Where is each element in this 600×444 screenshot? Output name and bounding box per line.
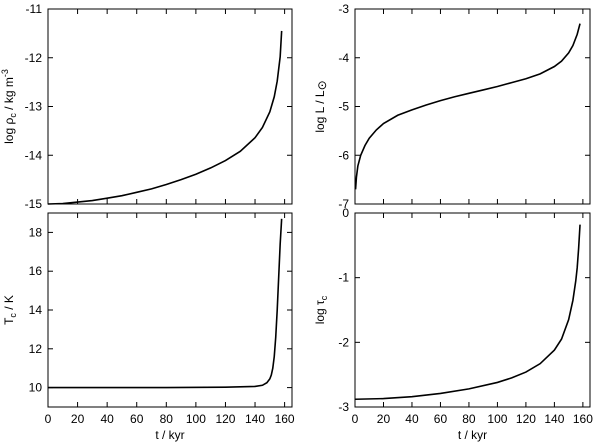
y-axis-label: log ρc / kg m-3 — [0, 69, 18, 144]
x-tick-label: 40 — [100, 412, 114, 426]
x-tick-label: 80 — [160, 412, 174, 426]
x-tick-label: 160 — [573, 412, 593, 426]
y-tick-label: -4 — [338, 51, 349, 65]
x-tick-label: 0 — [45, 412, 52, 426]
x-tick-label: 60 — [434, 412, 448, 426]
y-tick-label: -11 — [26, 2, 43, 16]
y-tick-label: 16 — [29, 264, 43, 278]
x-tick-label: 20 — [71, 412, 85, 426]
y-tick-label: -14 — [25, 148, 43, 162]
y-tick-label: -15 — [25, 197, 43, 211]
y-axis-label: log L / L⊙ — [313, 80, 329, 132]
x-tick-label: 40 — [405, 412, 419, 426]
plot-frame — [354, 8, 591, 205]
x-tick-label: 140 — [544, 412, 564, 426]
panel-central-temperature: 0 20 40 60 80 100 120 140 160 10 12 14 16 18 Tc / K t /… — [2, 212, 295, 442]
series-line — [354, 23, 581, 190]
y-tick-label: -3 — [338, 2, 349, 16]
y-tick-label: 14 — [29, 303, 43, 317]
y-axis-label: Tc / K — [2, 295, 18, 325]
y-tick-label: -7 — [338, 197, 349, 211]
y-tick-label: -6 — [338, 148, 349, 162]
x-tick-label: 60 — [130, 412, 144, 426]
y-tick-label: 0 — [342, 206, 349, 220]
x-tick-label: 140 — [245, 412, 265, 426]
y-axis-label: log τc — [313, 295, 329, 324]
series-line — [48, 218, 283, 389]
y-tick-label: -13 — [25, 100, 43, 114]
plot-frame — [354, 212, 591, 408]
x-tick-label: 120 — [516, 412, 536, 426]
x-axis-label: t / kyr — [155, 428, 184, 442]
y-tick-label: 12 — [29, 342, 43, 356]
y-tick-label: -5 — [338, 100, 349, 114]
y-tick-label: -3 — [338, 400, 349, 414]
series-line — [47, 30, 283, 205]
x-tick-label: 80 — [462, 412, 476, 426]
panel-luminosity: -7 -6 -5 -4 -3 log L / L⊙ — [313, 2, 591, 211]
x-axis-label: t / kyr — [458, 428, 487, 442]
plot-frame — [47, 8, 293, 205]
y-tick-label: -12 — [25, 51, 43, 65]
y-tick-label: 10 — [29, 381, 43, 395]
panel-optical-depth: 0 20 40 60 80 100 120 140 160 -3 -2 -1 0 log τc t / ky… — [313, 206, 593, 442]
x-tick-label: 0 — [352, 412, 359, 426]
x-tick-label: 100 — [186, 412, 206, 426]
plot-frame — [47, 212, 293, 408]
y-tick-label: -1 — [338, 271, 349, 285]
x-tick-label: 20 — [377, 412, 391, 426]
y-tick-label: -2 — [338, 335, 349, 349]
x-tick-label: 120 — [215, 412, 235, 426]
series-line — [354, 224, 581, 401]
x-tick-label: 160 — [275, 412, 295, 426]
x-tick-label: 100 — [487, 412, 507, 426]
panel-central-density: -15 -14 -13 -12 -11 log ρc / kg m-3 — [0, 2, 293, 211]
y-tick-label: 18 — [29, 225, 43, 239]
